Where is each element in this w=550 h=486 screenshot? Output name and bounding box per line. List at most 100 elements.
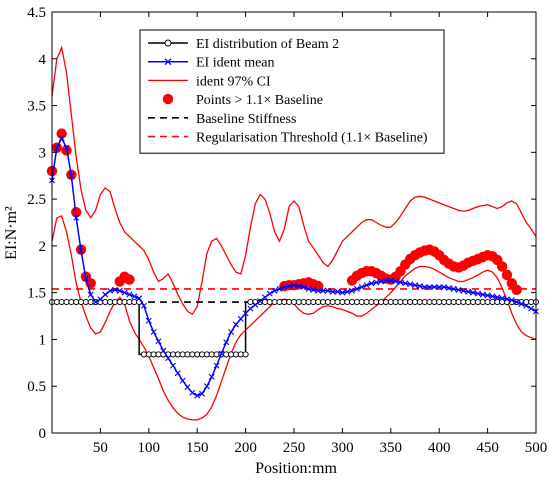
x-tick-label: 350 — [380, 440, 403, 456]
ei-mean-marker — [68, 172, 75, 179]
y-tick-label: 3 — [39, 145, 47, 161]
legend-label: Regularisation Threshold (1.1× Baseline) — [196, 131, 428, 146]
ei-mean-marker — [97, 296, 104, 303]
ei-mean-marker — [421, 284, 428, 291]
ei-mean-marker — [286, 283, 293, 290]
ei-mean-marker — [300, 284, 307, 291]
ei-mean-marker — [353, 285, 360, 292]
ei-mean-marker — [441, 284, 448, 291]
ei-mean-marker — [310, 286, 317, 293]
y-tick-label: 2.5 — [27, 192, 46, 208]
ei-mean-marker — [474, 290, 481, 297]
x-axis-label: Position:mm — [255, 460, 337, 477]
ei-mean-marker — [257, 298, 264, 305]
x-tick-label: 50 — [93, 440, 108, 456]
ei-mean-marker — [102, 291, 109, 298]
ei-mean-marker — [397, 279, 404, 286]
ei-distribution-marker — [242, 351, 249, 358]
ei-mean-marker — [92, 299, 99, 306]
y-tick-label: 2 — [39, 239, 47, 255]
ei-mean-marker — [528, 305, 535, 312]
ei-mean-marker — [179, 377, 186, 384]
x-tick-label: 500 — [525, 440, 548, 456]
legend-swatch-marker — [164, 39, 172, 47]
ei-mean-marker — [378, 278, 385, 285]
ei-mean-marker — [518, 300, 525, 307]
ei-mean-marker — [232, 321, 239, 328]
ei-mean-marker — [203, 383, 210, 390]
x-tick-label: 400 — [428, 440, 451, 456]
ei-mean-marker — [208, 373, 215, 380]
ei-mean-marker — [489, 293, 496, 300]
ei-mean-marker — [276, 285, 283, 292]
ei-mean-marker — [78, 247, 85, 254]
y-tick-label: 1.5 — [27, 286, 46, 302]
ei-mean-marker — [363, 282, 370, 289]
ei-mean-marker — [53, 144, 60, 151]
ei-mean-marker — [228, 328, 235, 335]
ei-mean-marker — [116, 287, 123, 294]
x-tick-label: 150 — [186, 440, 209, 456]
ei-mean-marker — [450, 285, 457, 292]
ei-mean-marker — [416, 283, 423, 290]
ei-mean-marker — [494, 294, 501, 301]
ei-mean-marker — [460, 287, 467, 294]
ei-mean-marker — [407, 281, 414, 288]
ei-mean-marker — [194, 392, 201, 399]
legend-label: Points > 1.1× Baseline — [196, 93, 323, 108]
legend-label: EI ident mean — [196, 56, 275, 71]
ei-mean-marker — [334, 288, 341, 295]
ei-mean-marker — [387, 277, 394, 284]
legend-label: EI distribution of Beam 2 — [196, 37, 339, 52]
y-tick-label: 1 — [39, 332, 47, 348]
x-tick-label: 250 — [283, 440, 306, 456]
ei-mean-marker — [107, 287, 114, 294]
ei-mean-marker — [252, 301, 259, 308]
ei-mean-marker — [136, 295, 143, 302]
ei-mean-marker — [344, 288, 351, 295]
ei-mean-marker — [223, 339, 230, 346]
ei-mean-marker — [295, 283, 302, 290]
ei-mean-marker — [291, 282, 297, 289]
legend-swatch-marker — [162, 93, 174, 105]
ei-mean-marker — [305, 285, 312, 292]
ei-mean-marker — [431, 284, 438, 291]
ei-mean-marker — [402, 280, 409, 287]
ei-mean-marker — [392, 278, 399, 285]
y-tick-label: 3.5 — [27, 99, 46, 115]
ei-mean-marker — [58, 135, 65, 142]
legend-label: ident 97% CI — [196, 74, 271, 89]
exceed-point — [511, 284, 522, 296]
ei-mean-marker — [266, 290, 273, 297]
ei-mean-marker — [465, 288, 472, 295]
ei-mean-marker — [324, 287, 331, 294]
ci-bound-line-upper — [51, 45, 537, 316]
x-tick-label: 200 — [234, 440, 257, 456]
ei-mean-marker — [523, 302, 530, 309]
ei-mean-marker — [373, 279, 380, 286]
ei-mean-marker — [126, 291, 133, 298]
ei-mean-marker — [131, 293, 138, 300]
ei-mean-marker — [445, 285, 452, 291]
y-tick-label: 4.5 — [27, 5, 46, 21]
ei-mean-marker — [358, 284, 365, 291]
x-tick-label: 450 — [476, 440, 499, 456]
ei-mean-marker — [184, 384, 191, 391]
ei-mean-marker — [63, 144, 70, 151]
ei-mean-marker — [150, 328, 157, 335]
y-tick-label: 0.5 — [27, 379, 46, 395]
legend: EI distribution of Beam 2 EI ident mean id… — [139, 29, 445, 154]
ei-mean-marker — [155, 338, 162, 345]
ei-mean-marker — [199, 390, 206, 397]
ei-mean-marker — [455, 286, 462, 293]
ei-mean-marker — [339, 289, 346, 296]
ei-mean-marker — [479, 291, 486, 298]
ei-mean-marker — [503, 296, 510, 303]
ei-mean-marker — [160, 347, 167, 354]
ei-mean-marker — [189, 389, 196, 396]
ei-mean-marker — [247, 305, 254, 312]
ei-mean-marker — [499, 295, 506, 302]
legend-label: Baseline Stiffness — [196, 112, 296, 127]
